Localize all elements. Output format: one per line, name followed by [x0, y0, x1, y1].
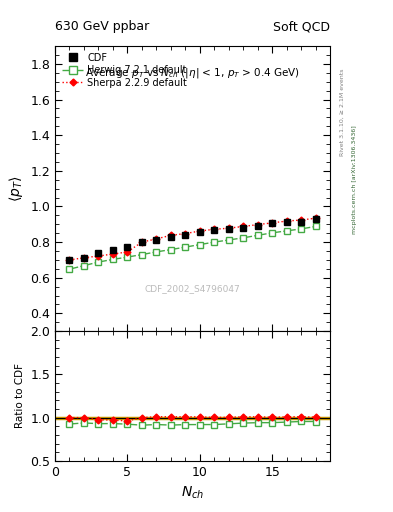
Text: Rivet 3.1.10, ≥ 2.1M events: Rivet 3.1.10, ≥ 2.1M events [340, 69, 345, 156]
Legend: CDF, Herwig 7.2.1 default, Sherpa 2.2.9 default: CDF, Herwig 7.2.1 default, Sherpa 2.2.9 … [58, 49, 191, 92]
Text: mcplots.cern.ch [arXiv:1306.3436]: mcplots.cern.ch [arXiv:1306.3436] [352, 125, 357, 233]
Text: Soft QCD: Soft QCD [273, 20, 330, 33]
Text: 630 GeV ppbar: 630 GeV ppbar [55, 20, 149, 33]
Y-axis label: $\langle p_T \rangle$: $\langle p_T \rangle$ [7, 175, 25, 202]
X-axis label: $N_{ch}$: $N_{ch}$ [181, 484, 204, 501]
Text: Average $p_T$ vs $N_{ch}$ ($|\eta|$ < 1, $p_T$ > 0.4 GeV): Average $p_T$ vs $N_{ch}$ ($|\eta|$ < 1,… [85, 66, 300, 80]
Text: CDF_2002_S4796047: CDF_2002_S4796047 [145, 284, 241, 293]
Y-axis label: Ratio to CDF: Ratio to CDF [15, 364, 25, 429]
